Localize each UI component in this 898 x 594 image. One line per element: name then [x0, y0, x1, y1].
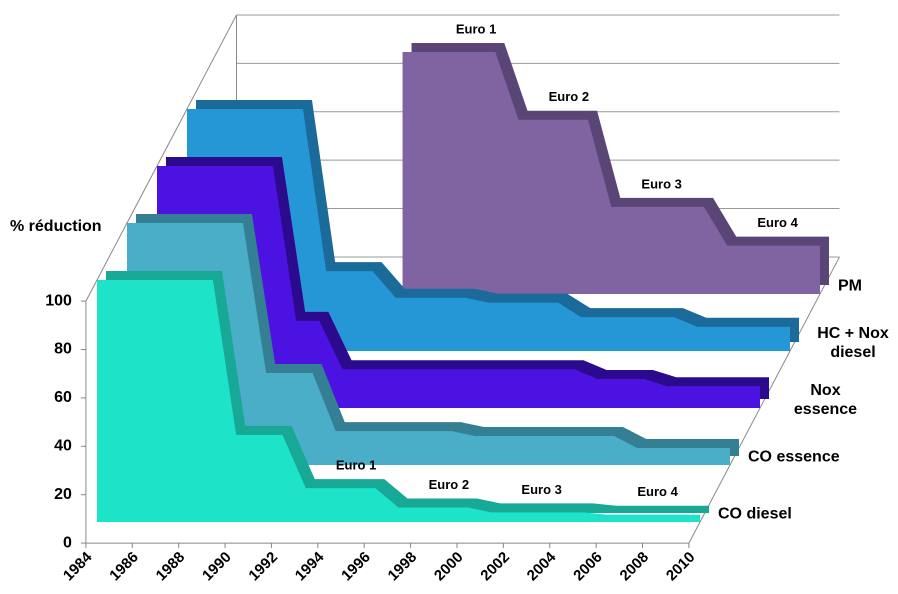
area: [187, 109, 790, 351]
series-label: Nox essence: [793, 382, 858, 418]
y-tick-label: 100: [45, 292, 72, 309]
left-wall-top: [85, 14, 237, 302]
area: [157, 166, 760, 408]
area: [402, 52, 820, 294]
y-axis-title: % réduction: [10, 218, 102, 235]
y-tick-label: 0: [63, 534, 72, 551]
annotation: Euro 2: [429, 477, 469, 492]
series-label: PM: [838, 277, 862, 295]
x-tick-label: 1986: [106, 549, 142, 585]
series-label: HC + Nox diesel: [817, 325, 889, 361]
y-tick-label: 60: [54, 389, 72, 406]
x-tick-label: 2010: [663, 549, 699, 585]
y-tick-label: 20: [54, 486, 72, 503]
series-label: CO essence: [748, 448, 840, 466]
x-tick-label: 2004: [524, 548, 560, 584]
x-tick-label: 1994: [292, 548, 328, 584]
annotation: Euro 1: [336, 458, 376, 473]
x-tick-label: 2000: [431, 549, 467, 585]
area: [127, 223, 730, 465]
y-tick-label: 80: [54, 341, 72, 358]
x-tick-label: 1996: [338, 549, 374, 585]
floor-right: [688, 256, 840, 544]
annotation: Euro 2: [549, 89, 589, 104]
annotation: Euro 1: [456, 21, 496, 36]
annotation: Euro 3: [521, 482, 561, 497]
x-tick-label: 1998: [385, 549, 421, 585]
x-tick-label: 1988: [153, 549, 189, 585]
x-tick-label: 2008: [617, 549, 653, 585]
annotation: Euro 4: [757, 215, 798, 230]
x-tick-label: 1990: [199, 549, 235, 585]
x-tick-label: 2006: [570, 549, 606, 585]
area: [97, 280, 700, 522]
x-tick-label: 1984: [60, 548, 96, 584]
annotation: Euro 3: [641, 176, 681, 191]
series-label: CO diesel: [718, 505, 792, 523]
y-tick-label: 40: [54, 438, 72, 455]
annotation: Euro 4: [637, 484, 678, 499]
x-tick-label: 2002: [477, 549, 513, 585]
x-tick-label: 1992: [245, 549, 281, 585]
